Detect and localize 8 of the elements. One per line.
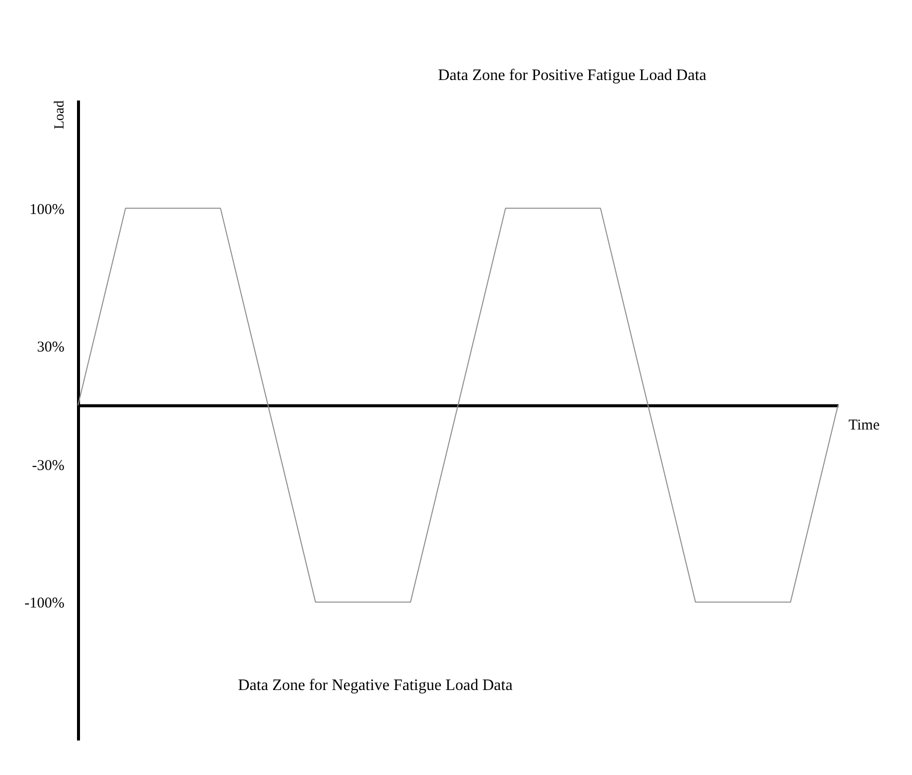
y-tick-label: 30% bbox=[37, 340, 64, 356]
text: Data Zone for Positive Fatigue Load Data bbox=[438, 67, 706, 84]
x-axis-title: Time bbox=[848, 418, 880, 434]
y-tick-label: -30% bbox=[32, 458, 64, 474]
y-tick-label: 100% bbox=[30, 202, 64, 218]
y-tick-label: -100% bbox=[24, 596, 64, 612]
annotation: Data Zone for Negative Fatigue Load Data bbox=[238, 677, 513, 694]
y-axis-title: Load bbox=[52, 100, 68, 130]
